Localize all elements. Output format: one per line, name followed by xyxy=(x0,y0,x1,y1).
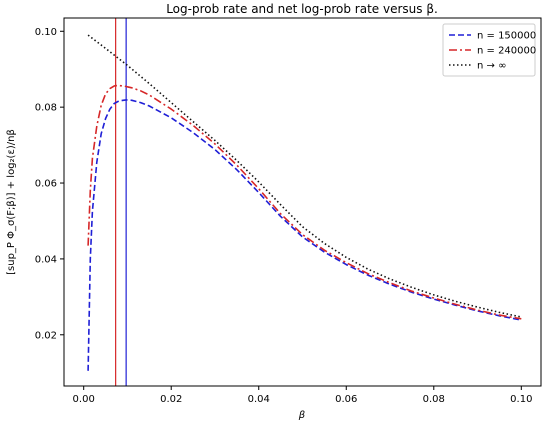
y-axis: 0.02 0.04 0.06 0.08 0.10 xyxy=(35,27,64,341)
plot-area-frame xyxy=(63,17,542,387)
x-tick-label: 0.08 xyxy=(423,394,445,405)
y-tick-label: 0.10 xyxy=(35,27,57,38)
series-line-2 xyxy=(87,84,522,320)
y-tick-label: 0.02 xyxy=(35,330,57,341)
x-axis-label: β xyxy=(298,410,306,421)
y-tick-label: 0.06 xyxy=(35,179,57,190)
x-tick-label: 0.02 xyxy=(160,394,182,405)
x-axis: 0.00 0.02 0.04 0.06 0.08 0.10 xyxy=(73,386,532,405)
legend-label-2: n = 240000 xyxy=(477,46,536,57)
y-tick-label: 0.08 xyxy=(35,103,57,114)
x-tick-label: 0.10 xyxy=(510,394,532,405)
legend-label-1: n = 150000 xyxy=(477,31,536,42)
series-line-3 xyxy=(87,34,522,318)
x-tick-label: 0.00 xyxy=(73,394,95,405)
y-tick-label: 0.04 xyxy=(35,254,57,265)
series-group xyxy=(87,34,522,371)
series-line-1 xyxy=(87,99,522,371)
legend-box xyxy=(442,23,536,77)
legend-label-3: n → ∞ xyxy=(477,61,506,72)
chart-title: Log-prob rate and net log-prob rate vers… xyxy=(166,2,438,16)
x-tick-label: 0.06 xyxy=(335,394,357,405)
legend: n = 150000 n = 240000 n → ∞ xyxy=(442,23,536,77)
vertical-lines xyxy=(115,18,127,386)
x-tick-label: 0.04 xyxy=(248,394,270,405)
y-axis-label: [sup_P Φ_σ(F;β)] + log₂(ε)/nβ xyxy=(6,129,17,275)
